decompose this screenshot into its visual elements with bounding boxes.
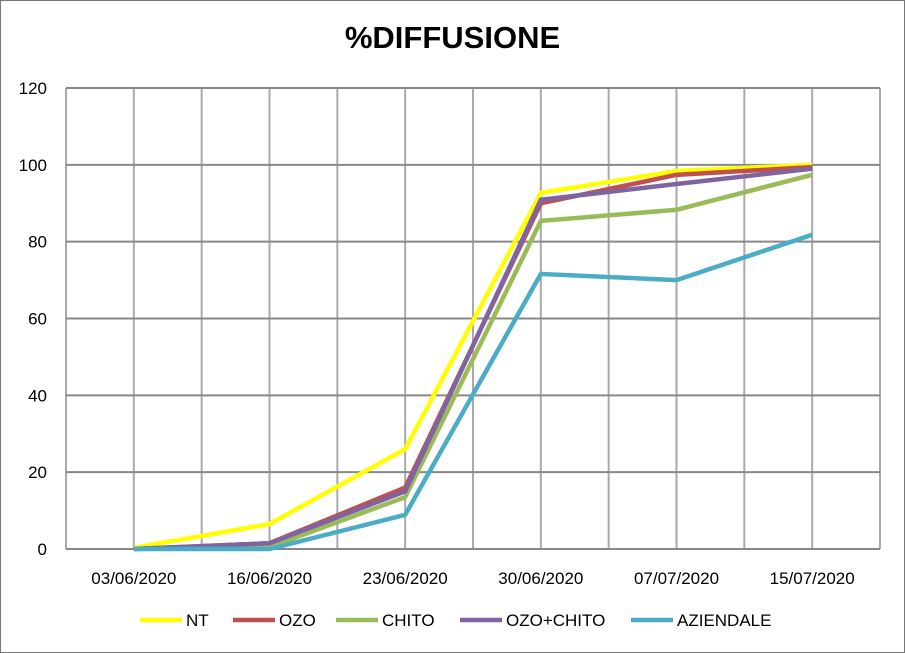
x-tick-label: 23/06/2020: [363, 569, 448, 588]
y-tick-label: 100: [19, 156, 47, 175]
legend-label: OZO+CHITO: [506, 611, 605, 630]
y-tick-label: 60: [28, 310, 47, 329]
series-line-nt: [133, 162, 813, 551]
y-tick-label: 80: [28, 233, 47, 252]
series-line-aziendale: [133, 232, 813, 552]
x-tick-label: 30/06/2020: [498, 569, 583, 588]
y-tick-label: 20: [28, 463, 47, 482]
legend-label: CHITO: [382, 611, 435, 630]
x-tick-label: 07/07/2020: [634, 569, 719, 588]
y-tick-label: 0: [38, 540, 47, 559]
x-tick-label: 15/07/2020: [770, 569, 855, 588]
x-tick-label: 16/06/2020: [227, 569, 312, 588]
legend-label: AZIENDALE: [677, 611, 771, 630]
chart-title: %DIFFUSIONE: [344, 20, 561, 55]
series-line-ozo-chito: [133, 166, 813, 552]
legend-label: NT: [186, 611, 209, 630]
y-tick-label: 120: [19, 79, 47, 98]
x-tick-label: 03/06/2020: [91, 569, 176, 588]
legend-label: OZO: [279, 611, 316, 630]
y-tick-label: 40: [28, 386, 47, 405]
